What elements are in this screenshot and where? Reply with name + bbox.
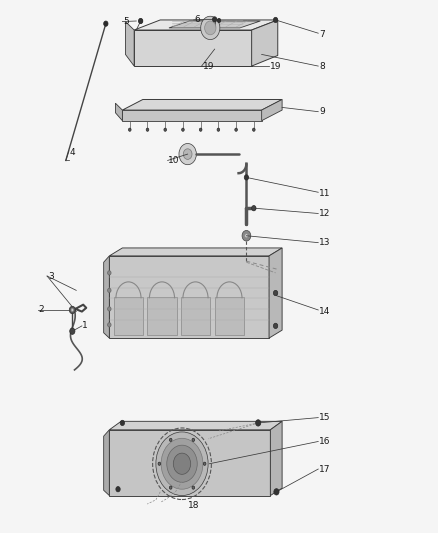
Circle shape xyxy=(274,489,279,495)
Circle shape xyxy=(108,288,111,293)
Circle shape xyxy=(173,453,191,474)
Polygon shape xyxy=(169,21,260,28)
Circle shape xyxy=(192,486,194,489)
Circle shape xyxy=(244,175,249,180)
Text: 16: 16 xyxy=(319,437,331,446)
Text: 5: 5 xyxy=(123,17,129,26)
Polygon shape xyxy=(116,103,122,120)
Circle shape xyxy=(158,462,161,465)
Circle shape xyxy=(217,18,221,22)
Circle shape xyxy=(192,438,194,441)
Text: 15: 15 xyxy=(319,413,331,422)
Polygon shape xyxy=(134,20,278,30)
Circle shape xyxy=(156,432,208,496)
Polygon shape xyxy=(122,110,261,120)
Circle shape xyxy=(184,149,192,159)
Bar xyxy=(181,297,210,335)
Text: 19: 19 xyxy=(269,62,281,70)
Circle shape xyxy=(179,143,196,165)
Polygon shape xyxy=(252,20,278,66)
Circle shape xyxy=(167,445,197,482)
Text: 7: 7 xyxy=(319,30,325,39)
Circle shape xyxy=(273,290,278,296)
Circle shape xyxy=(70,328,75,334)
Circle shape xyxy=(201,16,220,39)
Circle shape xyxy=(138,18,143,23)
Text: 3: 3 xyxy=(48,271,54,280)
Text: 13: 13 xyxy=(319,238,331,247)
Polygon shape xyxy=(110,256,269,338)
Circle shape xyxy=(252,206,256,211)
Polygon shape xyxy=(110,248,282,256)
Polygon shape xyxy=(261,100,282,120)
Circle shape xyxy=(212,17,217,22)
Text: 6: 6 xyxy=(194,15,200,25)
Circle shape xyxy=(242,230,251,241)
Polygon shape xyxy=(125,21,134,66)
Circle shape xyxy=(161,438,203,489)
Circle shape xyxy=(104,21,108,26)
Circle shape xyxy=(235,128,237,131)
Text: 18: 18 xyxy=(187,500,199,510)
Circle shape xyxy=(128,128,131,131)
Text: 8: 8 xyxy=(319,62,325,70)
Circle shape xyxy=(255,419,261,426)
Circle shape xyxy=(108,271,111,275)
Polygon shape xyxy=(104,430,110,496)
Polygon shape xyxy=(269,248,282,338)
Circle shape xyxy=(164,128,166,131)
Text: 2: 2 xyxy=(39,305,44,314)
Polygon shape xyxy=(110,430,270,496)
Text: 12: 12 xyxy=(319,209,331,218)
Polygon shape xyxy=(270,421,282,496)
Circle shape xyxy=(146,128,149,131)
Text: 4: 4 xyxy=(69,148,75,157)
Circle shape xyxy=(203,462,206,465)
Bar xyxy=(215,297,244,335)
Text: 19: 19 xyxy=(202,62,214,70)
Polygon shape xyxy=(104,256,110,338)
Polygon shape xyxy=(134,30,252,66)
Circle shape xyxy=(273,17,278,22)
Circle shape xyxy=(182,128,184,131)
Circle shape xyxy=(273,323,278,328)
Circle shape xyxy=(170,438,172,441)
Circle shape xyxy=(245,233,248,238)
Circle shape xyxy=(199,128,202,131)
Circle shape xyxy=(139,19,142,23)
Circle shape xyxy=(69,306,75,314)
Text: 1: 1 xyxy=(82,321,88,330)
Circle shape xyxy=(116,487,120,492)
Circle shape xyxy=(120,420,124,425)
Text: 10: 10 xyxy=(168,156,180,165)
Circle shape xyxy=(205,21,216,35)
Circle shape xyxy=(108,307,111,311)
Circle shape xyxy=(108,322,111,327)
Circle shape xyxy=(170,486,172,489)
Circle shape xyxy=(217,128,220,131)
Text: 17: 17 xyxy=(319,465,331,473)
Bar xyxy=(114,297,143,335)
Text: 11: 11 xyxy=(319,189,331,198)
Text: 14: 14 xyxy=(319,307,331,316)
Polygon shape xyxy=(110,421,282,430)
Circle shape xyxy=(71,309,74,312)
Bar xyxy=(147,297,177,335)
Circle shape xyxy=(253,128,255,131)
Polygon shape xyxy=(122,100,282,110)
Text: 9: 9 xyxy=(319,107,325,116)
